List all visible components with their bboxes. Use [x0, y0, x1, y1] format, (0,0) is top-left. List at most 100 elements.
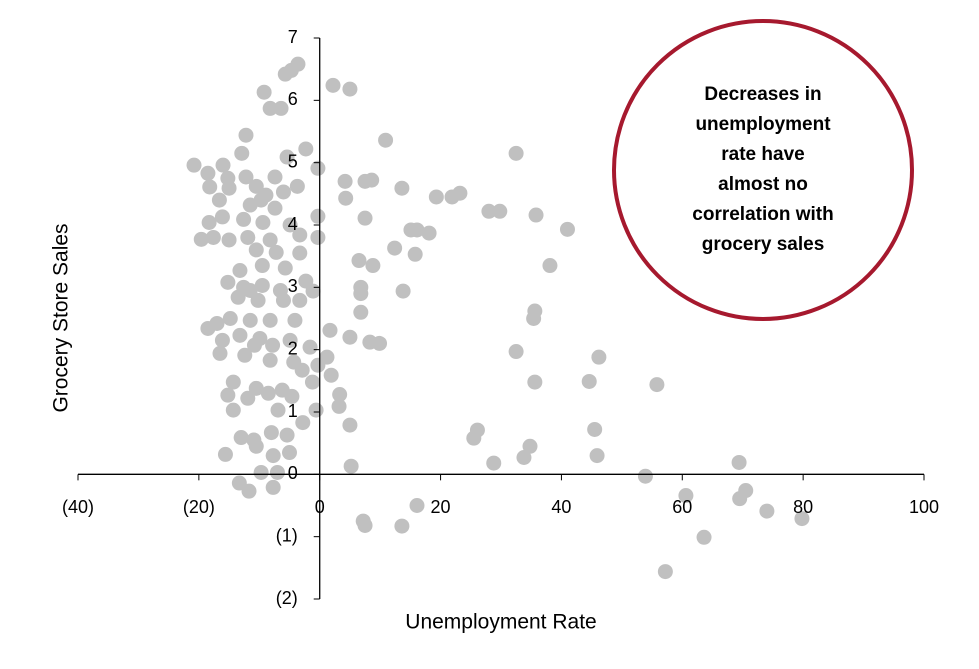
point	[275, 184, 291, 200]
x-tick-label: 80	[793, 497, 813, 517]
point	[527, 374, 543, 390]
point	[357, 210, 373, 226]
point	[591, 349, 607, 365]
point	[542, 258, 558, 274]
y-tick-label: 5	[288, 151, 298, 171]
x-tick-label: 60	[672, 497, 692, 517]
point	[310, 229, 326, 245]
point	[322, 322, 338, 338]
point	[212, 345, 228, 361]
y-tick-label: (1)	[276, 525, 298, 545]
point	[234, 145, 250, 161]
point	[342, 417, 358, 433]
point	[395, 283, 411, 299]
point	[337, 173, 353, 189]
point	[298, 141, 314, 157]
point	[232, 327, 248, 343]
y-tick-label: 2	[288, 338, 298, 358]
y-tick-label: (2)	[276, 588, 298, 608]
point	[794, 511, 810, 527]
point	[225, 374, 241, 390]
point	[332, 387, 348, 403]
point	[292, 245, 308, 261]
point	[253, 192, 269, 208]
point	[232, 263, 248, 279]
point	[270, 402, 286, 418]
annotation-text: grocery sales	[702, 234, 825, 255]
point	[342, 329, 358, 345]
point	[240, 390, 256, 406]
y-axis-label: Grocery Store Sales	[50, 223, 73, 412]
point	[268, 244, 284, 260]
point	[240, 229, 256, 245]
point	[378, 132, 394, 148]
point	[238, 127, 254, 143]
point	[222, 311, 238, 326]
x-tick-label: 0	[315, 497, 325, 517]
point	[220, 274, 236, 290]
point	[323, 367, 339, 383]
point	[409, 222, 425, 238]
point	[372, 335, 388, 351]
point	[407, 246, 423, 262]
point	[387, 240, 403, 256]
point	[201, 215, 217, 231]
point	[263, 425, 279, 441]
point	[277, 260, 293, 276]
point	[262, 232, 278, 248]
annotation-text: unemployment	[695, 114, 831, 135]
point	[217, 446, 233, 462]
point	[262, 352, 278, 368]
point	[282, 332, 298, 348]
point	[508, 344, 524, 360]
point	[254, 258, 270, 274]
y-tick-label: 7	[288, 27, 298, 47]
annotation-text: almost no	[718, 174, 808, 195]
point	[225, 402, 241, 418]
point	[302, 339, 318, 355]
point	[205, 229, 221, 245]
point	[559, 221, 575, 237]
point	[230, 289, 246, 305]
point	[731, 454, 747, 470]
x-axis-label: Unemployment Rate	[405, 611, 596, 634]
point	[279, 427, 295, 443]
point	[294, 362, 310, 378]
point	[492, 203, 508, 219]
point	[304, 374, 320, 390]
point	[292, 227, 308, 243]
point	[267, 200, 283, 216]
y-tick-label: 4	[288, 214, 298, 234]
point	[211, 192, 227, 208]
point	[255, 215, 271, 231]
point	[657, 564, 673, 580]
point	[267, 169, 283, 185]
y-tick-label: 3	[288, 276, 298, 296]
point	[242, 282, 258, 298]
y-tick-label: 0	[288, 463, 298, 483]
point	[587, 421, 603, 437]
point	[215, 157, 231, 173]
point	[287, 312, 303, 328]
point	[421, 225, 437, 241]
point	[508, 145, 524, 161]
point	[394, 518, 410, 534]
point	[265, 448, 281, 464]
annotation-text: rate have	[721, 144, 804, 165]
point	[365, 258, 381, 274]
point	[310, 208, 326, 224]
point	[221, 232, 237, 248]
point	[282, 217, 298, 233]
point	[308, 402, 324, 418]
point	[248, 178, 264, 194]
point	[338, 190, 354, 206]
point	[265, 479, 281, 495]
point	[253, 464, 269, 480]
point	[186, 157, 202, 173]
point	[305, 283, 321, 299]
point	[589, 448, 605, 464]
point	[353, 286, 369, 302]
point	[275, 292, 291, 308]
annotation-text: correlation with	[692, 204, 833, 225]
